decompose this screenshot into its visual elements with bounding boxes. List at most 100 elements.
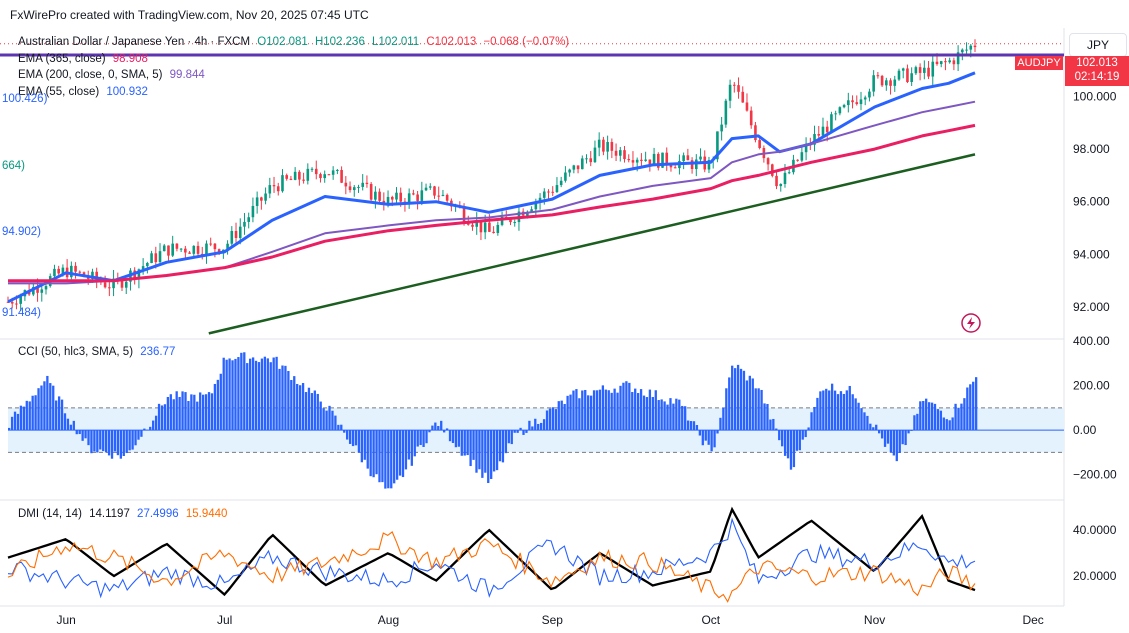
cci-bar	[851, 394, 854, 431]
cci-pane[interactable]	[8, 352, 1064, 489]
ema365-legend[interactable]: EMA (365, close) 98.908	[18, 53, 152, 65]
candle-body	[559, 180, 563, 186]
candle-body	[175, 243, 179, 249]
cci-bar	[695, 425, 699, 431]
cci-bar	[795, 430, 799, 451]
dmi-label: DMI (14, 14)	[18, 508, 82, 520]
cci-bar	[366, 430, 369, 469]
candle-body	[737, 85, 740, 92]
candle-body	[57, 268, 60, 274]
cci-bar	[216, 379, 219, 431]
cci-tick-label: 400.00	[1073, 334, 1110, 348]
cci-bar	[90, 430, 93, 454]
candle-body	[395, 192, 398, 200]
cci-bar	[504, 430, 508, 454]
cci-bar	[52, 385, 55, 431]
price-pane[interactable]	[0, 39, 1064, 335]
cci-bar	[316, 393, 319, 431]
cci-bar	[836, 394, 840, 431]
cci-bar	[731, 365, 734, 431]
cci-bar	[892, 430, 896, 456]
candle-body	[281, 175, 284, 192]
cci-bar	[534, 418, 537, 431]
ema200-legend[interactable]: EMA (200, close, 0, SMA, 5) 99.844	[18, 69, 209, 81]
cci-bar	[55, 400, 58, 431]
cci-bar	[863, 412, 866, 431]
candle-body	[441, 194, 445, 196]
candle-body	[800, 152, 804, 161]
currency-button[interactable]: JPY	[1069, 33, 1127, 57]
dmi-pane[interactable]	[7, 506, 976, 603]
cci-bar	[736, 364, 740, 431]
candle-body	[640, 159, 643, 161]
candle-body	[817, 134, 821, 136]
lightning-icon[interactable]	[961, 313, 981, 333]
candle-body	[927, 67, 930, 77]
cci-bar	[742, 370, 746, 431]
ema55-legend[interactable]: EMA (55, close) 100.932	[18, 86, 152, 98]
dmi-adx-line	[7, 506, 976, 597]
candle-body	[589, 158, 593, 163]
candle-body	[424, 187, 428, 191]
candle-body	[112, 278, 115, 289]
cci-bar	[545, 410, 549, 431]
candle-body	[707, 160, 711, 170]
edge-label-b: 664)	[2, 160, 26, 172]
cci-bar	[298, 385, 302, 431]
cci-bar	[416, 430, 419, 447]
price-tick-label: 96.000	[1073, 195, 1110, 209]
cci-bar	[99, 430, 102, 450]
cci-bar	[34, 395, 37, 431]
candle-body	[572, 165, 576, 170]
cci-bar	[19, 405, 23, 431]
cci-bar	[328, 405, 331, 431]
edge-label-a: 100.426)	[2, 93, 48, 105]
cci-legend[interactable]: CCI (50, hlc3, SMA, 5) 236.77	[18, 346, 179, 358]
month-label: Oct	[701, 613, 720, 627]
candle-body	[838, 107, 842, 114]
cci-bar	[792, 430, 796, 468]
cci-bar	[16, 413, 20, 431]
candle-body	[530, 209, 533, 212]
candle-body	[618, 150, 622, 156]
cci-bar	[348, 430, 352, 444]
cci-bar	[278, 368, 281, 431]
cci-bar	[251, 357, 255, 431]
cci-bar	[763, 403, 766, 431]
dmi-legend[interactable]: DMI (14, 14) 14.1197 27.4996 15.9440	[18, 508, 231, 520]
cci-bar	[116, 430, 120, 456]
cci-bar	[581, 390, 584, 431]
cci-bar	[942, 417, 945, 431]
cci-bar	[886, 430, 890, 444]
cci-bar	[287, 371, 290, 431]
candle-body	[825, 126, 829, 133]
cci-bar	[481, 430, 484, 478]
cci-bar	[922, 401, 925, 431]
candle-body	[285, 175, 288, 179]
candle-body	[95, 271, 98, 281]
cci-bar	[569, 394, 572, 431]
cci-bar	[419, 430, 422, 446]
cci-bar	[443, 430, 446, 433]
cci-bar	[601, 385, 605, 431]
cci-bar	[551, 407, 555, 431]
cci-bar	[492, 430, 496, 472]
candle-body	[813, 134, 816, 145]
cci-bar	[654, 390, 657, 431]
cci-bar	[272, 357, 275, 431]
open-value: O102.081	[257, 36, 308, 48]
candle-body	[686, 155, 690, 161]
candle-body	[462, 207, 466, 222]
cci-bar	[592, 390, 596, 431]
candle-body	[306, 168, 310, 181]
cci-bar	[331, 410, 334, 431]
cci-bar	[363, 430, 366, 460]
dmi-adx-value: 14.1197	[89, 508, 130, 520]
candle-body	[213, 243, 217, 250]
cci-bar	[825, 388, 828, 431]
candle-body	[492, 231, 495, 233]
cci-bar	[525, 430, 528, 433]
cci-bar	[72, 420, 75, 431]
ema200-label: EMA (200, close, 0, SMA, 5)	[18, 69, 163, 81]
